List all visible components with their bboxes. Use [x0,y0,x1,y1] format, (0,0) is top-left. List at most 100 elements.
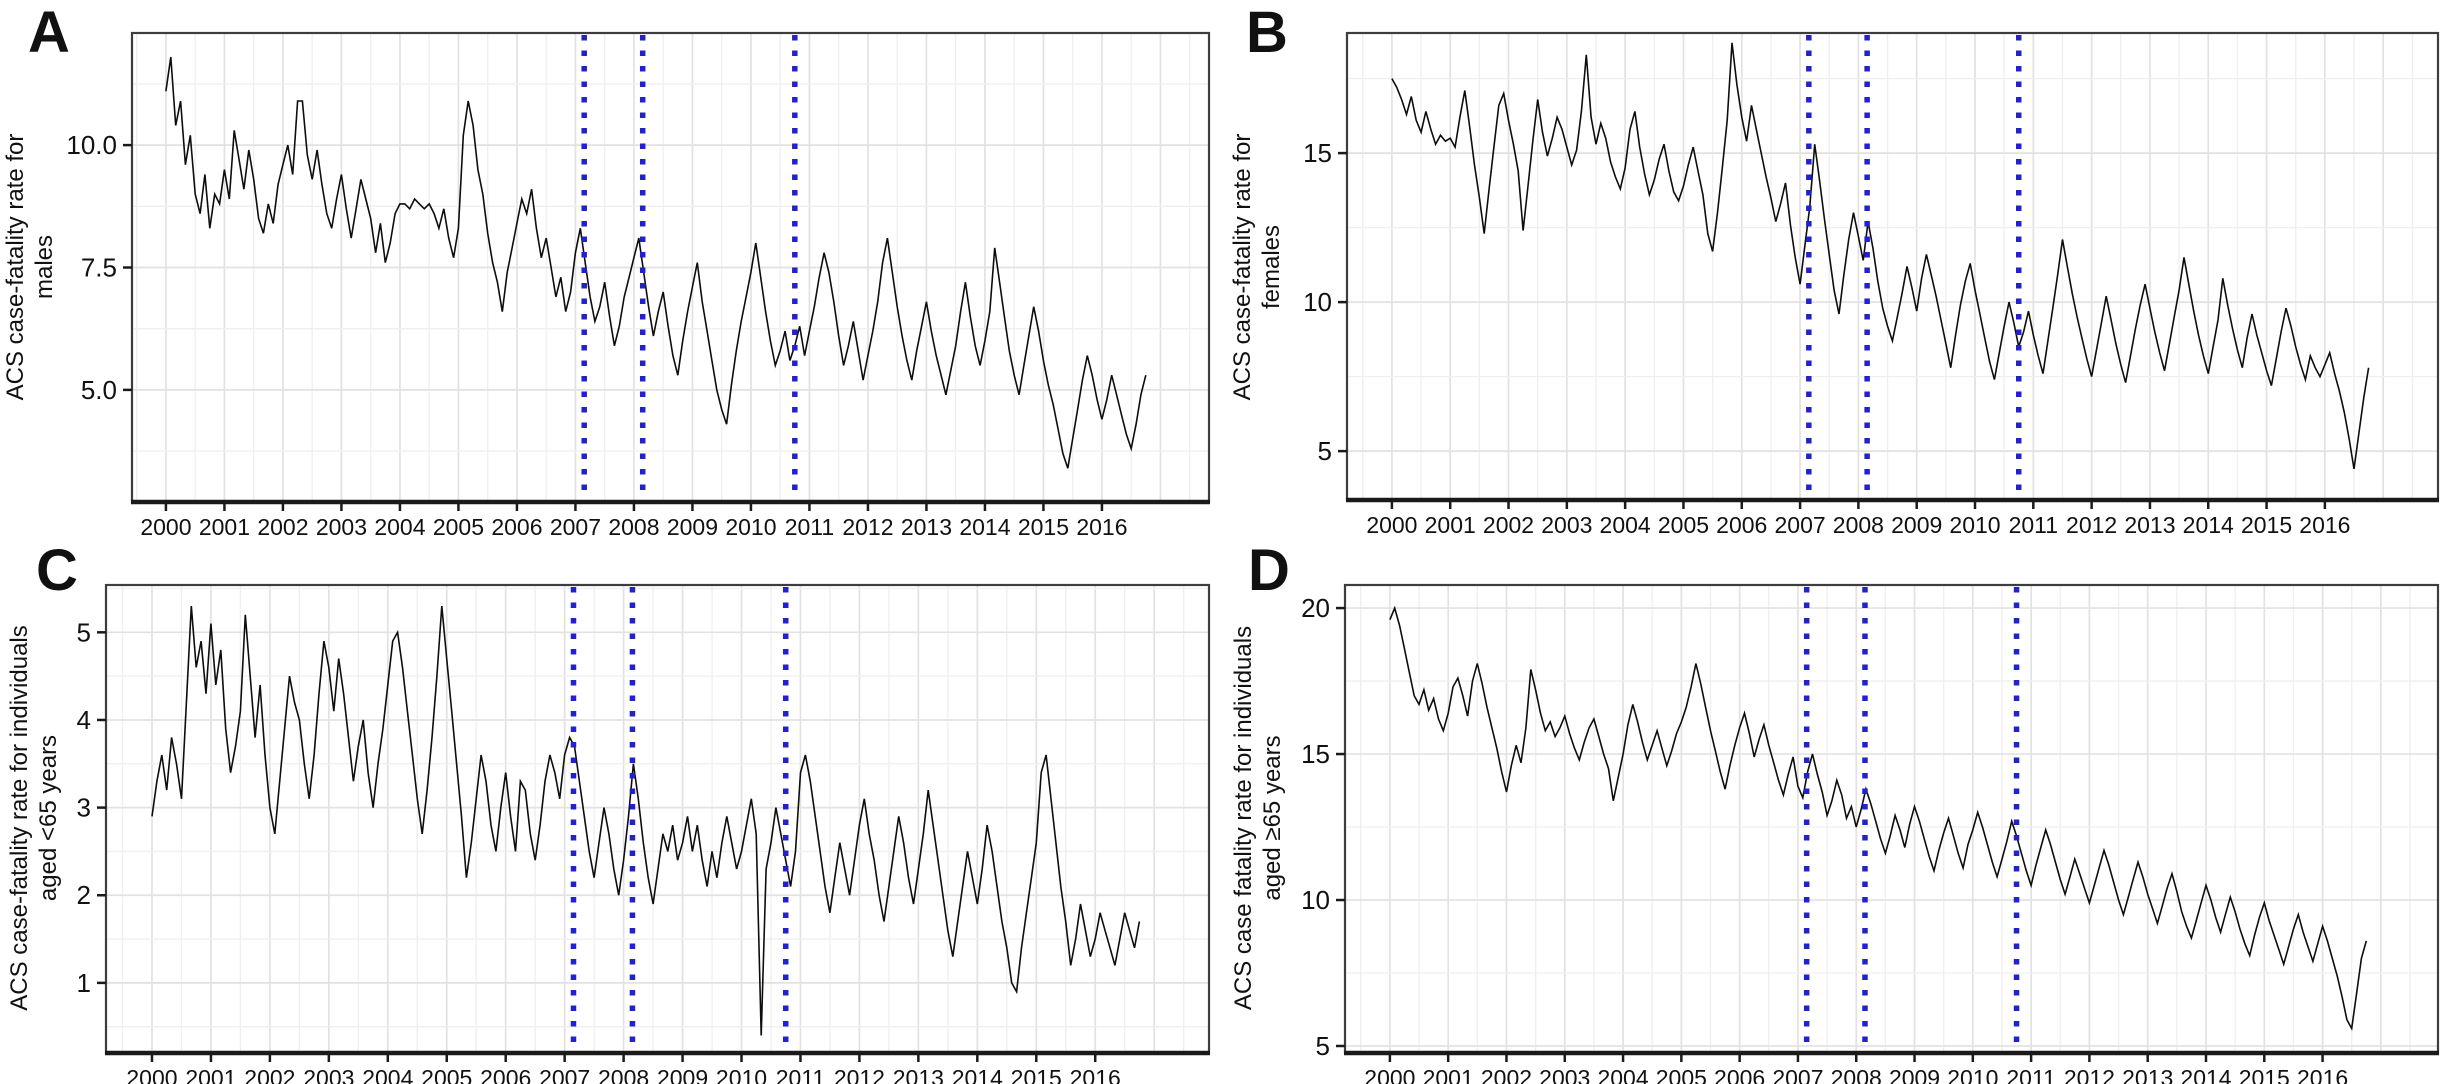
panel-c-x-tick-label: 2013 [893,1065,944,1084]
panel-d-plot: 5 10 15 20 2000 2001 2002 2003 2004 2005 2006 2007 2… [1301,583,2440,1084]
panel-d-ylabel-line2: aged ≥65 years [1259,735,1286,901]
panel-a-y-tick-label: 7.5 [81,253,117,283]
panel-d-x-tick-label: 2008 [1831,1065,1882,1084]
panel-b-x-tick-label: 2005 [1658,512,1709,538]
panel-d-y-tick-label: 15 [1301,739,1330,769]
panel-d-y-tick-label: 5 [1316,1031,1330,1061]
panel-a-data-line [165,56,1147,469]
panel-d-x-tick-label: 2015 [2239,1065,2290,1084]
panel-c-x-tick-label: 2008 [598,1065,649,1084]
panel-c-x-tick-label: 2003 [303,1065,354,1084]
panel-c-x-tick-label: 2006 [480,1065,531,1084]
panel-a-plot: 5.0 7.5 10.0 2000 2001 2002 2003 2004 2005 2006 20… [66,31,1211,540]
panel-c-x-tick-label: 2014 [952,1065,1003,1084]
panel-c-y-tick-label: 4 [77,705,91,735]
panel-b-x-tick-label: 2004 [1600,512,1651,538]
panel-b-data-line [1391,42,2370,470]
panel-c-ylabel: ACS case-fatality rate for individuals a… [5,558,63,1078]
panel-a-x-tick-label: 2004 [374,514,425,540]
panel-c-y-tick-label: 2 [77,880,91,910]
panel-b-y-tick-label: 10 [1303,287,1332,317]
panel-d-x-tick-label: 2016 [2297,1065,2348,1084]
panel-a-x-tick-label: 2011 [785,514,834,540]
panel-c-x-tick-label: 2011 [776,1065,825,1084]
panel-d-x-tick-label: 2005 [1656,1065,1707,1084]
panel-a-y-tick-label: 10.0 [66,130,117,160]
panel-d-x-tick-label: 2006 [1714,1065,1765,1084]
panel-a-x-tick-label: 2013 [901,514,952,540]
panel-c-x-tick-label: 2005 [421,1065,472,1084]
panel-a-x-tick-label: 2003 [316,514,367,540]
panel-a-x-tick-label: 2014 [959,514,1010,540]
panel-b-ylabel-line1: ACS case-fatality rate for [1229,133,1256,401]
panel-c-x-tick-label: 2001 [185,1065,236,1084]
panel-b-x-tick-label: 2016 [2299,512,2350,538]
panel-d-letter: D [1248,538,1290,603]
panel-b-x-tick-label: 2010 [1949,512,2000,538]
panel-b-x-tick-label: 2000 [1366,512,1417,538]
panel-a-x-tick-label: 2006 [491,514,542,540]
panel-c-x-tick-label: 2007 [539,1065,590,1084]
panel-d-y-tick-label: 20 [1301,593,1330,623]
panel-d-x-tick-label: 2009 [1889,1065,1940,1084]
panel-c-x-tick-label: 2016 [1070,1065,1121,1084]
panel-d-x-tick-label: 2002 [1481,1065,1532,1084]
panel-d-x-tick-label: 2003 [1539,1065,1590,1084]
panel-b-x-tick-label: 2001 [1425,512,1476,538]
panel-a-y-tick-label: 5.0 [81,375,117,405]
panel-b-x-tick-label: 2012 [2066,512,2117,538]
panel-d-y-tick-label: 10 [1301,885,1330,915]
panel-c-data-line [151,605,1141,1036]
panel-c-y-tick-label: 1 [77,968,91,998]
panel-d-x-tick-label: 2001 [1423,1065,1474,1084]
panel-c-x-tick-label: 2004 [362,1065,413,1084]
panel-b-x-tick-label: 2007 [1774,512,1825,538]
panel-c-x-tick-label: 2015 [1011,1065,1062,1084]
panel-d-x-tick-label: 2013 [2122,1065,2173,1084]
panel-a-x-tick-label: 2015 [1018,514,1069,540]
panel-d-x-tick-label: 2010 [1947,1065,1998,1084]
panel-a-x-tick-label: 2001 [199,514,250,540]
panel-b-x-tick-label: 2003 [1541,512,1592,538]
panel-a-x-tick-label: 2000 [140,514,191,540]
panel-b-ylabel: ACS case-fatality rate for females [1228,7,1286,527]
panel-b-x-tick-label: 2013 [2124,512,2175,538]
panel-b-x-tick-label: 2002 [1483,512,1534,538]
panel-d-x-tick-label: 2011 [2006,1065,2055,1084]
panel-c-ylabel-line1: ACS case-fatality rate for individuals [6,625,33,1011]
panel-b-x-tick-label: 2006 [1716,512,1767,538]
panel-a-letter: A [28,0,70,65]
panel-c-x-tick-label: 2000 [126,1065,177,1084]
panel-d-x-tick-label: 2007 [1772,1065,1823,1084]
panel-d-x-tick-label: 2014 [2180,1065,2231,1084]
panel-c-letter: C [36,538,78,603]
panel-c-y-tick-label: 3 [77,793,91,823]
panel-a-ylabel: ACS case-fatality rate for males [1,7,59,527]
panel-d-ylabel-line1: ACS case fatality rate for individuals [1230,625,1257,1011]
panel-a-x-tick-label: 2010 [725,514,776,540]
panel-b-y-tick-label: 5 [1318,436,1332,466]
panel-c-y-tick-label: 5 [77,617,91,647]
panel-a-x-tick-label: 2009 [667,514,718,540]
panel-d-data-line [1389,605,2368,1032]
panel-c-x-tick-label: 2002 [244,1065,295,1084]
panel-b-x-tick-label: 2009 [1891,512,1942,538]
panel-a-x-tick-label: 2008 [608,514,659,540]
panel-a-x-tick-label: 2002 [257,514,308,540]
panel-a-x-tick-label: 2007 [550,514,601,540]
panel-b-x-tick-label: 2015 [2241,512,2292,538]
panel-c-x-tick-label: 2010 [716,1065,767,1084]
panel-d-x-tick-label: 2000 [1364,1065,1415,1084]
panel-b-ylabel-line2: females [1258,224,1285,310]
panel-b-x-tick-label: 2008 [1833,512,1884,538]
panel-a-x-tick-label: 2005 [433,514,484,540]
panel-c-plot: 1 2 3 4 5 2000 2001 2002 2003 2004 2005 2006 2007 200… [77,583,1211,1084]
panel-c-x-tick-label: 2012 [834,1065,885,1084]
panel-a-ylabel-line2: males [31,234,58,300]
panel-b-x-tick-label: 2011 [2009,512,2058,538]
panel-b-plot: 5 10 15 2000 2001 2002 2003 2004 2005 2006 2007 200… [1303,31,2440,538]
panel-d-x-tick-label: 2012 [2064,1065,2115,1084]
panel-c-x-tick-label: 2009 [657,1065,708,1084]
